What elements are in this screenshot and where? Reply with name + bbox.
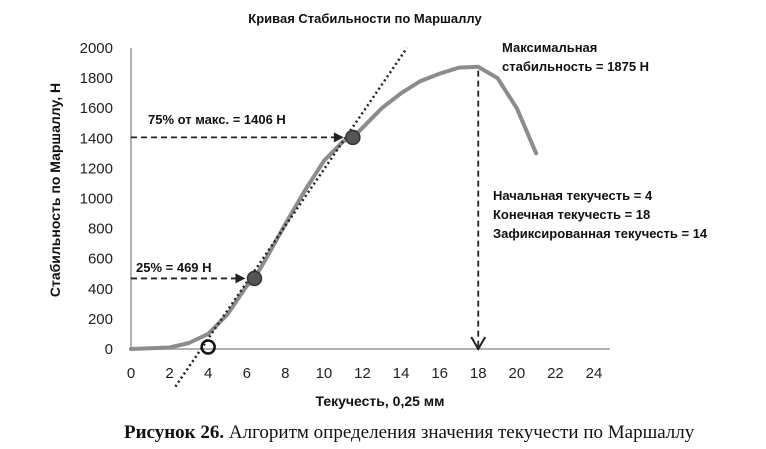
y-tick-label: 200	[88, 311, 113, 328]
y-axis-label: Стабильность по Маршаллу, Н	[47, 83, 63, 297]
point-marker	[246, 270, 263, 287]
x-axis-label: Текучесть, 0,25 мм	[315, 393, 444, 409]
y-tick-label: 2000	[80, 40, 113, 57]
annotation-75-percent: 75% от макс. = 1406 Н	[148, 112, 286, 127]
tangent-line	[174, 47, 408, 388]
point-marker	[345, 129, 361, 146]
x-tick-label: 20	[508, 365, 525, 382]
x-tick-label: 18	[470, 365, 487, 382]
x-tick-label: 24	[586, 365, 603, 382]
x-tick-label: 22	[547, 365, 564, 382]
annotation-max-line1: Максимальная	[502, 40, 597, 55]
x-tick-label: 16	[431, 365, 448, 382]
caption-label: Рисунок 26.	[124, 422, 224, 443]
x-tick-label: 8	[281, 365, 289, 382]
annotation-initial-flow: Начальная текучесть = 4	[493, 188, 653, 203]
annotation-final-flow: Конечная текучесть = 18	[493, 207, 650, 222]
x-tick-label: 2	[165, 365, 173, 382]
y-tick-label: 1400	[80, 130, 113, 147]
x-tick-label: 6	[243, 365, 251, 382]
intercept-marker	[200, 339, 216, 355]
annotation-fixed-flow: Зафиксированная текучесть = 14	[493, 226, 708, 241]
x-tick-label: 10	[316, 365, 333, 382]
x-tick-label: 14	[393, 365, 410, 382]
arrow-75-percent-head	[333, 132, 344, 143]
annotation-max-line2: стабильность = 1875 Н	[502, 59, 649, 74]
x-tick-label: 4	[204, 365, 212, 382]
markers	[200, 129, 361, 355]
y-tick-label: 400	[88, 281, 113, 298]
annotation-25-percent: 25% = 469 Н	[136, 260, 212, 275]
y-tick-label: 1600	[80, 100, 113, 117]
y-tick-label: 1200	[80, 160, 113, 177]
y-tick-label: 800	[88, 221, 113, 238]
x-tick-label: 12	[354, 365, 371, 382]
x-tick-label: 0	[127, 365, 135, 382]
arrow-max-flow-head	[470, 336, 487, 351]
y-tick-label: 1800	[80, 70, 113, 87]
arrow-25-percent-head	[235, 273, 246, 284]
x-tick-labels: 0 2 4 6 8 10 12 14 16 18 20 22 24	[127, 365, 603, 382]
figure-caption: Рисунок 26. Алгоритм определения значени…	[124, 422, 695, 443]
caption-text: Алгоритм определения значения текучести …	[224, 422, 695, 443]
y-tick-label: 0	[105, 341, 113, 358]
stability-curve	[129, 64, 539, 351]
chart-title: Кривая Стабильности по Маршаллу	[248, 11, 482, 26]
y-tick-labels: 0 200 400 600 800 1000 1200 1400 1600 1800 2000	[80, 40, 113, 358]
y-tick-label: 1000	[80, 191, 113, 208]
reference-arrows	[131, 70, 487, 351]
y-tick-label: 600	[88, 251, 113, 268]
